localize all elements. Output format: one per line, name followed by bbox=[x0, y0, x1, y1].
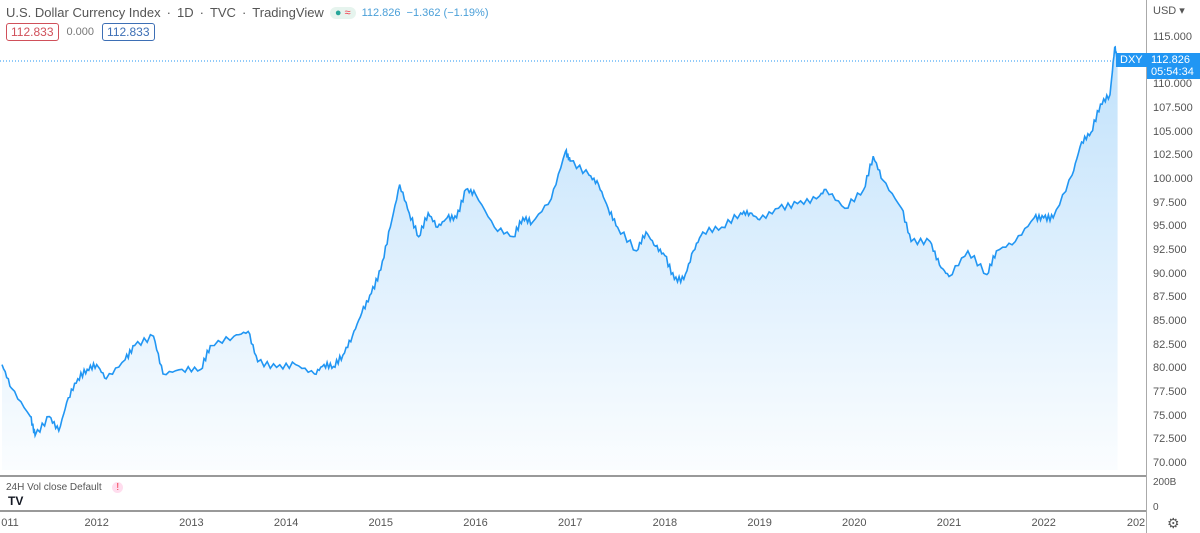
y-tick-label: 100.000 bbox=[1153, 172, 1193, 185]
sep: · bbox=[199, 5, 204, 20]
y-tick-label: 77.500 bbox=[1153, 385, 1187, 398]
y-tick-label: 97.500 bbox=[1153, 196, 1187, 209]
y-tick-label: 107.500 bbox=[1153, 101, 1193, 114]
warning-icon[interactable]: ! bbox=[112, 482, 124, 493]
x-tick-label: 2019 bbox=[747, 517, 772, 529]
y-tick-label: 90.000 bbox=[1153, 267, 1187, 280]
last-price: 112.826 bbox=[361, 6, 401, 19]
interval: 1D bbox=[176, 5, 194, 20]
x-tick-label: 2017 bbox=[557, 517, 583, 529]
y-tick-label: 75.000 bbox=[1153, 409, 1187, 422]
y-tick-label: 92.500 bbox=[1153, 243, 1187, 256]
tradingview-logo[interactable]: TV bbox=[8, 494, 24, 508]
sep: · bbox=[241, 5, 247, 20]
source: TradingView bbox=[252, 5, 324, 20]
price-area bbox=[2, 47, 1118, 470]
exchange: TVC bbox=[209, 5, 236, 20]
price-change: −1.362 (−1.19%) bbox=[406, 6, 489, 19]
settings-gear-icon[interactable]: ⚙ bbox=[1167, 515, 1180, 531]
y-tick-label: 102.500 bbox=[1153, 149, 1193, 162]
market-status-badge[interactable]: ● ≈ bbox=[329, 6, 356, 19]
x-tick-label: 2014 bbox=[273, 517, 299, 529]
y-tick-label: 85.000 bbox=[1153, 314, 1187, 327]
y-tick-label: 115.000 bbox=[1153, 30, 1192, 43]
y-tick-label: 95.000 bbox=[1153, 220, 1187, 233]
x-tick-label: 2016 bbox=[463, 517, 488, 529]
x-tick-label: 2013 bbox=[179, 517, 204, 529]
x-tick-label: 2020 bbox=[842, 517, 867, 529]
symbol-legend: U.S. Dollar Currency Index · 1D · TVC · Tra… bbox=[6, 5, 489, 20]
current-price: 112.826 bbox=[1151, 54, 1190, 66]
x-tick-label: 2021 bbox=[936, 517, 962, 529]
spread: 0.000 bbox=[66, 26, 95, 38]
symbol-title[interactable]: U.S. Dollar Currency Index bbox=[6, 5, 161, 20]
price-chart[interactable] bbox=[0, 0, 1146, 533]
market-open-icon: ● bbox=[334, 6, 342, 19]
y-tick-label: 82.500 bbox=[1153, 338, 1187, 351]
price-line bbox=[1, 45, 1119, 439]
x-tick-label: 2022 bbox=[1031, 517, 1056, 529]
sep: · bbox=[166, 5, 171, 20]
y-tick-label: 87.500 bbox=[1153, 291, 1187, 304]
ask-box[interactable]: 112.833 bbox=[102, 23, 155, 41]
bid-box[interactable]: 112.833 bbox=[6, 23, 59, 41]
y-tick-label: 110.000 bbox=[1153, 78, 1192, 91]
price-axis[interactable]: USD ▾ 115.000 110.000 107.500 105.000 102.50… bbox=[1146, 0, 1200, 533]
volume-scale-top: 200B bbox=[1153, 477, 1177, 488]
x-tick-label: 2015 bbox=[368, 517, 394, 529]
y-tick-label: 105.000 bbox=[1153, 125, 1193, 138]
currency-selector[interactable]: USD ▾ bbox=[1153, 5, 1185, 17]
y-tick-label: 80.000 bbox=[1153, 362, 1187, 375]
symbol-label: DXY bbox=[1116, 53, 1147, 67]
volume-scale-bottom: 0 bbox=[1153, 502, 1159, 513]
price-label: 112.826 05:54:34 bbox=[1147, 53, 1200, 79]
delayed-icon: ≈ bbox=[344, 6, 351, 19]
bar-countdown: 05:54:34 bbox=[1151, 66, 1194, 78]
volume-legend: 24H Vol close Default ! bbox=[6, 482, 124, 493]
x-tick-label: 2018 bbox=[652, 517, 678, 529]
volume-label: 24H Vol close Default bbox=[6, 482, 102, 493]
x-tick-label: 202 bbox=[1126, 517, 1146, 529]
x-tick-label: 011 bbox=[1, 517, 19, 529]
y-tick-label: 72.500 bbox=[1153, 433, 1187, 446]
x-tick-label: 2012 bbox=[84, 517, 109, 529]
y-tick-label: 70.000 bbox=[1153, 457, 1187, 469]
